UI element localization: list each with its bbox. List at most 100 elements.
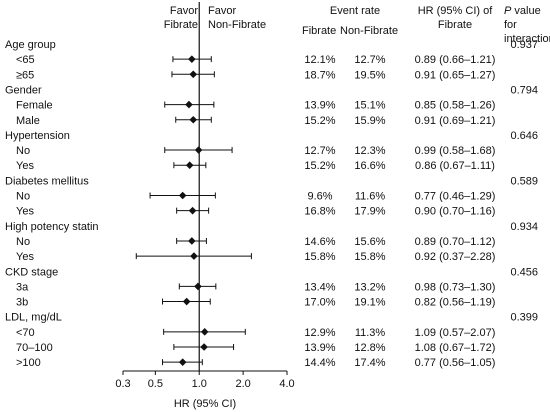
p-header-rest: value for — [504, 5, 541, 31]
p-header-line2: interaction — [504, 33, 550, 45]
subgroup-label-3-0: No — [16, 191, 30, 203]
nonfibrate-rate-0-1: 19.5% — [354, 69, 385, 81]
nonfibrate-rate-1-1: 15.9% — [354, 115, 385, 127]
hr-text-0-1: 0.91 (0.65–1.27) — [415, 69, 496, 81]
x-tick-label-1: 0.5 — [148, 378, 163, 390]
fibrate-rate-1-1: 15.2% — [304, 115, 335, 127]
event-rate-header: Event rate — [329, 5, 381, 17]
fibrate-rate-1-0: 13.9% — [304, 100, 335, 112]
group-label-4: High potency statin — [5, 221, 99, 233]
p-italic: P — [504, 5, 512, 17]
fibrate-rate-2-0: 12.7% — [304, 145, 335, 157]
nonfibrate-rate-2-1: 16.6% — [354, 160, 385, 172]
hr-point-3-0 — [178, 191, 187, 200]
group-label-6: LDL, mg/dL — [5, 312, 62, 324]
hr-point-2-1 — [185, 161, 194, 169]
nonfibrate-rate-3-0: 11.6% — [355, 191, 386, 203]
subgroup-label-1-1: Male — [16, 115, 40, 127]
nonfibrate-column-header: Non-Fibrate — [340, 25, 399, 37]
fibrate-rate-0-1: 18.7% — [304, 69, 335, 81]
hr-point-3-1 — [188, 206, 197, 215]
hr-point-4-1 — [190, 252, 198, 260]
nonfibrate-rate-4-0: 15.6% — [354, 236, 385, 248]
favor-nonfibrate-line2: Non-Fibrate — [208, 19, 267, 31]
x-tick-label-3: 2.0 — [235, 378, 250, 390]
nonfibrate-rate-6-2: 17.4% — [354, 357, 385, 369]
subgroup-label-3-1: Yes — [16, 206, 34, 218]
nonfibrate-rate-5-1: 19.1% — [354, 297, 385, 309]
subgroup-label-4-1: Yes — [16, 251, 34, 263]
fibrate-rate-6-1: 13.9% — [304, 342, 335, 354]
p-interaction-6: 0.399 — [510, 312, 538, 324]
hr-point-6-0 — [200, 328, 209, 336]
subgroup-label-0-0: <65 — [16, 54, 35, 66]
fibrate-rate-3-1: 16.8% — [304, 206, 335, 218]
hr-column-header: HR (95% CI) of Fibrate — [410, 4, 500, 32]
subgroup-label-5-1: 3b — [16, 297, 28, 309]
p-interaction-2: 0.646 — [510, 130, 538, 142]
group-label-5: CKD stage — [5, 266, 58, 278]
favor-nonfibrate-line1: Favor — [208, 5, 237, 17]
subgroup-label-1-0: Female — [16, 100, 53, 112]
hr-text-6-2: 0.77 (0.56–1.05) — [415, 357, 496, 369]
hr-point-4-0 — [188, 237, 196, 245]
nonfibrate-rate-2-0: 12.3% — [354, 145, 385, 157]
hr-text-6-0: 1.09 (0.57–2.07) — [415, 327, 496, 339]
x-axis-title: HR (95% CI) — [174, 398, 236, 410]
subgroup-label-6-2: >100 — [16, 357, 41, 369]
hr-text-3-1: 0.90 (0.70–1.16) — [415, 206, 496, 218]
nonfibrate-rate-6-1: 12.8% — [354, 342, 385, 354]
favor-nonfibrate-header: Favor Non-Fibrate — [208, 4, 266, 32]
fibrate-rate-5-0: 13.4% — [304, 281, 335, 293]
group-label-3: Diabetes mellitus — [5, 175, 89, 187]
fibrate-rate-2-1: 15.2% — [304, 160, 335, 172]
hr-text-1-0: 0.85 (0.58–1.26) — [415, 100, 496, 112]
fibrate-rate-6-2: 14.4% — [304, 357, 335, 369]
nonfibrate-rate-4-1: 15.8% — [354, 251, 385, 263]
fibrate-rate-6-0: 12.9% — [304, 327, 335, 339]
hr-point-1-1 — [189, 115, 198, 124]
x-tick-label-2: 1.0 — [192, 378, 207, 390]
hr-point-0-1 — [189, 70, 198, 79]
hr-point-5-1 — [182, 297, 191, 306]
subgroup-label-2-1: Yes — [16, 160, 34, 172]
favor-fibrate-line1: Favor — [169, 5, 198, 17]
fibrate-rate-5-1: 17.0% — [304, 297, 335, 309]
subgroup-label-2-0: No — [16, 145, 30, 157]
subgroup-label-6-1: 70–100 — [16, 342, 53, 354]
p-interaction-3: 0.589 — [510, 175, 538, 187]
hr-point-6-2 — [178, 358, 187, 366]
p-interaction-1: 0.794 — [510, 84, 538, 96]
hr-point-6-1 — [200, 343, 208, 351]
hr-text-4-1: 0.92 (0.37–2.28) — [415, 251, 496, 263]
group-label-2: Hypertension — [5, 130, 70, 142]
hr-text-5-0: 0.98 (0.73–1.30) — [415, 281, 496, 293]
hr-point-1-0 — [185, 100, 193, 109]
favor-fibrate-header: Favor Fibrate — [150, 4, 198, 32]
hr-header-line2: Fibrate — [437, 19, 473, 31]
p-interaction-0: 0.937 — [510, 39, 538, 51]
nonfibrate-rate-5-0: 13.2% — [354, 281, 385, 293]
group-label-1: Gender — [5, 84, 42, 96]
hr-text-2-1: 0.86 (0.67–1.11) — [415, 160, 495, 172]
hr-text-6-1: 1.08 (0.67–1.72) — [415, 342, 496, 354]
hr-point-5-0 — [194, 282, 202, 291]
nonfibrate-rate-0-0: 12.7% — [354, 54, 385, 66]
hr-point-0-0 — [188, 55, 196, 63]
hr-point-2-0 — [194, 146, 203, 154]
fibrate-rate-0-0: 12.1% — [304, 54, 335, 66]
subgroup-label-0-1: ≥65 — [16, 69, 34, 81]
hr-text-1-1: 0.91 (0.69–1.21) — [415, 115, 496, 127]
hr-text-3-0: 0.77 (0.46–1.29) — [415, 191, 496, 203]
hr-text-0-0: 0.89 (0.66–1.21) — [415, 54, 496, 66]
nonfibrate-rate-3-1: 17.9% — [354, 206, 385, 218]
hr-text-5-1: 0.82 (0.56–1.19) — [415, 297, 496, 309]
subgroup-label-5-0: 3a — [16, 281, 29, 293]
fibrate-rate-3-0: 9.6% — [307, 191, 332, 203]
fibrate-rate-4-1: 15.8% — [304, 251, 335, 263]
p-interaction-5: 0.456 — [510, 266, 538, 278]
nonfibrate-rate-6-0: 11.3% — [355, 327, 386, 339]
p-interaction-4: 0.934 — [510, 221, 538, 233]
hr-header-line1: HR (95% CI) of — [417, 5, 493, 17]
fibrate-rate-4-0: 14.6% — [304, 236, 335, 248]
